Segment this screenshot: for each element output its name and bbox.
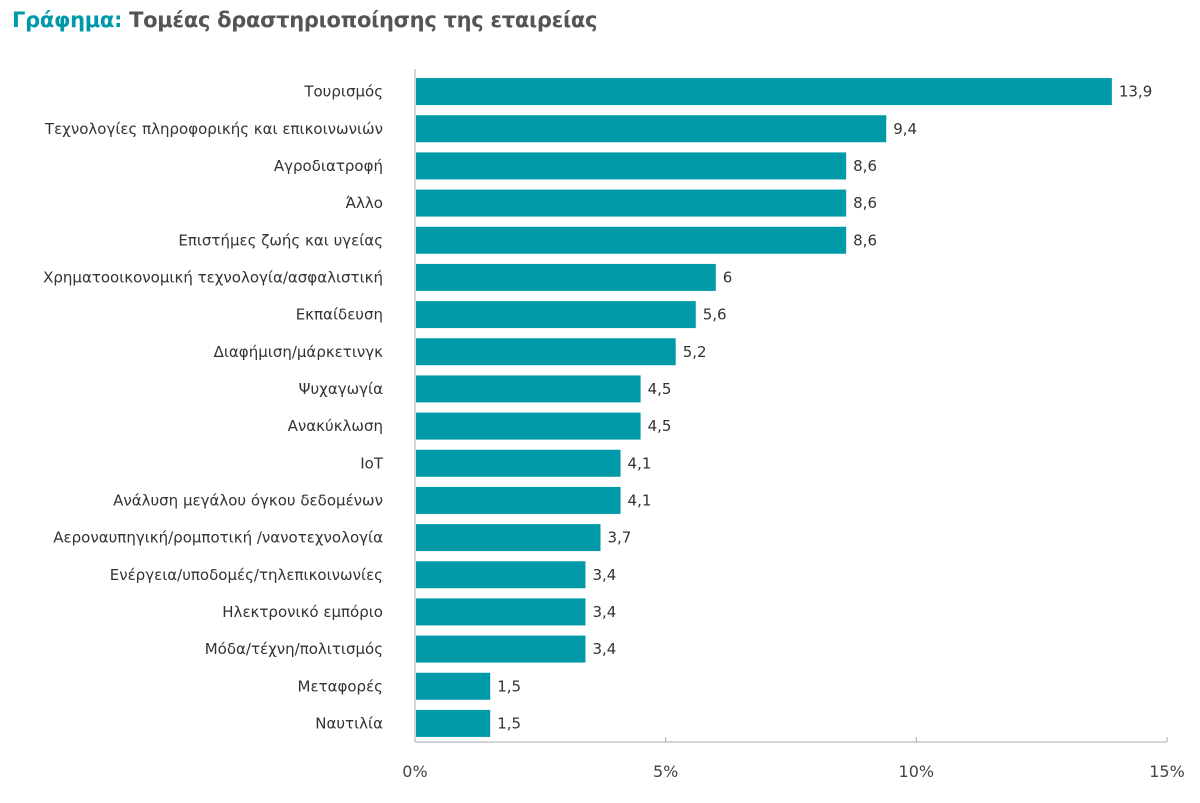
bar bbox=[416, 338, 676, 366]
data-label: 4,5 bbox=[648, 417, 672, 435]
category-label: Ηλεκτρονικό εμπόριο bbox=[222, 603, 383, 621]
bar bbox=[416, 598, 586, 626]
category-label: Διαφήμιση/μάρκετινγκ bbox=[214, 343, 384, 361]
category-label: Μεταφορές bbox=[298, 677, 383, 695]
data-label: 13,9 bbox=[1119, 83, 1152, 101]
data-label: 5,2 bbox=[683, 343, 707, 361]
category-label: Ψυχαγωγία bbox=[299, 380, 383, 398]
category-label: Ναυτιλία bbox=[315, 714, 383, 732]
bar bbox=[416, 375, 641, 403]
category-label: Εκπαίδευση bbox=[296, 306, 383, 324]
bar bbox=[416, 189, 847, 217]
data-label: 8,6 bbox=[853, 194, 877, 212]
bar bbox=[416, 709, 491, 737]
bar bbox=[416, 152, 847, 180]
data-label: 9,4 bbox=[893, 120, 917, 138]
x-tick-label: 10% bbox=[899, 762, 935, 781]
category-label: Ανάλυση μεγάλου όγκου δεδομένων bbox=[113, 491, 383, 509]
x-tick-label: 15% bbox=[1149, 762, 1185, 781]
data-label: 4,1 bbox=[628, 454, 652, 472]
bar bbox=[416, 412, 641, 440]
category-label: Αγροδιατροφή bbox=[274, 157, 383, 175]
category-label: Άλλο bbox=[346, 194, 383, 212]
chart-title-prefix: Γράφημα: bbox=[12, 8, 123, 32]
data-label: 1,5 bbox=[497, 677, 521, 695]
data-label: 8,6 bbox=[853, 157, 877, 175]
chart-title: Γράφημα: Τομέας δραστηριοποίησης της ετα… bbox=[12, 8, 597, 32]
x-tick-label: 5% bbox=[653, 762, 678, 781]
data-label: 8,6 bbox=[853, 231, 877, 249]
category-label: Μόδα/τέχνη/πολιτισμός bbox=[205, 640, 383, 658]
category-label: Επιστήμες ζωής και υγείας bbox=[178, 231, 383, 249]
bar bbox=[416, 226, 847, 254]
bar bbox=[416, 78, 1112, 106]
category-label: Ενέργεια/υποδομές/τηλεπικοινωνίες bbox=[110, 566, 383, 584]
x-tick-label: 0% bbox=[402, 762, 427, 781]
category-label: Αεροναυπηγική/ρομποτική /νανοτεχνολογία bbox=[53, 529, 383, 547]
bar bbox=[416, 115, 887, 143]
data-label: 3,4 bbox=[592, 603, 616, 621]
data-label: 3,7 bbox=[607, 529, 631, 547]
bar bbox=[416, 449, 621, 477]
chart-title-text: Τομέας δραστηριοποίησης της εταιρείας bbox=[129, 8, 598, 32]
category-label: Χρηματοοικονομική τεχνολογία/ασφαλιστική bbox=[43, 268, 383, 286]
data-label: 3,4 bbox=[592, 566, 616, 584]
bar bbox=[416, 635, 586, 663]
data-label: 5,6 bbox=[703, 306, 727, 324]
category-label: Τουρισμός bbox=[303, 83, 383, 101]
bar bbox=[416, 263, 716, 291]
bar bbox=[416, 301, 696, 329]
category-label: Τεχνολογίες πληροφορικής και επικοινωνιώ… bbox=[44, 120, 383, 138]
category-label: IoT bbox=[360, 454, 384, 472]
bar bbox=[416, 561, 586, 589]
bar bbox=[416, 524, 601, 552]
data-label: 6 bbox=[723, 268, 733, 286]
category-label: Ανακύκλωση bbox=[288, 417, 383, 435]
data-label: 4,5 bbox=[648, 380, 672, 398]
data-label: 3,4 bbox=[592, 640, 616, 658]
bar bbox=[416, 486, 621, 514]
bar bbox=[416, 672, 491, 700]
data-label: 4,1 bbox=[628, 491, 652, 509]
data-label: 1,5 bbox=[497, 714, 521, 732]
